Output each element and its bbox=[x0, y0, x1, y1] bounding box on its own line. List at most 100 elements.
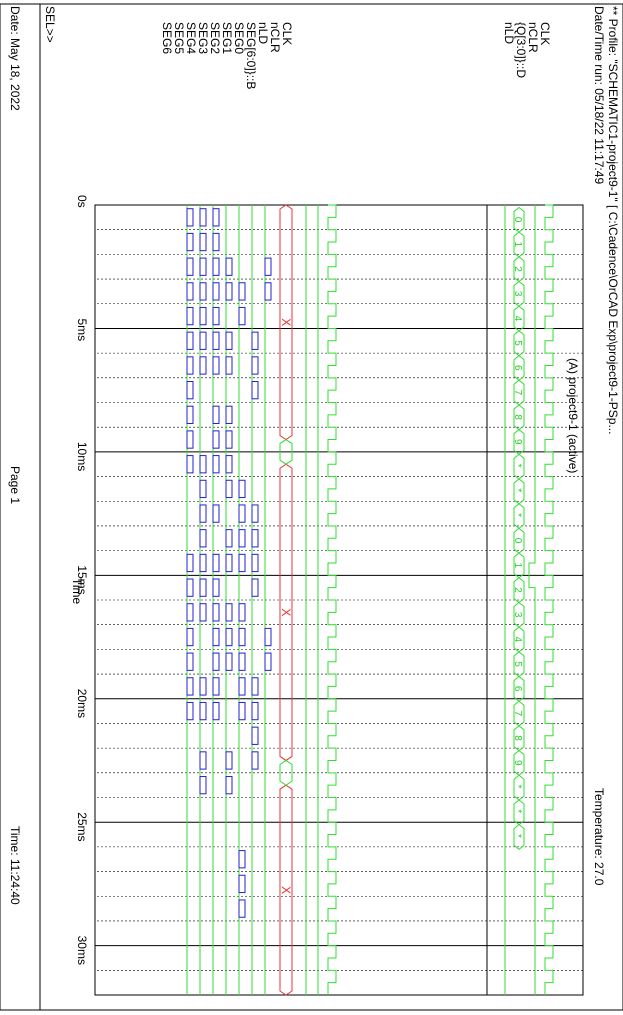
segment-pulse bbox=[238, 627, 246, 647]
segment-pulse bbox=[264, 282, 272, 301]
segment-pulse bbox=[186, 603, 194, 622]
counter-bus-label: 8 bbox=[512, 735, 523, 741]
segment-pulse bbox=[251, 677, 259, 696]
segment-pulse bbox=[199, 356, 207, 375]
segment-pulse bbox=[251, 529, 259, 548]
segment-pulse bbox=[186, 652, 194, 671]
counter-bus-label: 5 bbox=[512, 340, 523, 346]
counter-bus-label: * bbox=[512, 809, 523, 813]
x-tick-label: 10ms bbox=[75, 442, 89, 471]
segment-pulse bbox=[225, 479, 233, 499]
segment-pulse bbox=[212, 282, 220, 301]
segment-pulse bbox=[199, 529, 207, 548]
segment-pulse bbox=[186, 208, 194, 227]
counter-bus-label: 7 bbox=[512, 390, 523, 396]
segment-pulse bbox=[212, 603, 220, 622]
segment-pulse bbox=[186, 257, 194, 276]
bottom-signal-label: nCLR bbox=[268, 22, 282, 53]
bottom-signal-label: CLK bbox=[280, 22, 294, 45]
segment-pulse bbox=[251, 331, 259, 350]
segment-pulse bbox=[238, 553, 246, 573]
counter-bus-label: 5 bbox=[512, 661, 523, 667]
segment-pulse bbox=[199, 603, 207, 622]
bottom-signal-label: SEG[6:0]}::B bbox=[244, 22, 258, 89]
segment-pulse bbox=[238, 652, 246, 671]
time-grid bbox=[95, 204, 583, 971]
seg-bus-segment bbox=[279, 784, 293, 996]
segment-pulse bbox=[225, 776, 233, 795]
segment-pulse bbox=[212, 405, 220, 424]
segment-pulse bbox=[225, 553, 233, 573]
counter-bus-label: 0 bbox=[512, 217, 523, 223]
counter-bus-label: * bbox=[512, 464, 523, 468]
segment-pulse bbox=[238, 504, 246, 523]
segment-pulse bbox=[225, 652, 233, 671]
counter-bus-label: 3 bbox=[512, 291, 523, 297]
segment-pulse bbox=[212, 356, 220, 375]
time-footer: Time: 11:24:40 bbox=[8, 826, 22, 905]
bottom-signal-label: SEG0 bbox=[232, 22, 246, 54]
segment-pulse bbox=[199, 331, 207, 350]
sel-label: SEL>> bbox=[43, 6, 57, 43]
time-axis: 0s 5ms 10ms 15ms 20ms 25ms 30ms bbox=[75, 195, 89, 965]
date-time-run: Date/Time run: 05/18/22 11:17:49 bbox=[592, 6, 606, 184]
temperature-text: Temperature: 27.0 bbox=[592, 788, 606, 886]
segment-pulse bbox=[199, 306, 207, 326]
segment-pulse bbox=[212, 627, 220, 647]
x-tick-label: 20ms bbox=[75, 689, 89, 718]
bottom-signal-label: SEG1 bbox=[220, 22, 234, 54]
segment-pulse bbox=[199, 479, 207, 499]
segment-pulse bbox=[186, 627, 194, 647]
segment-pulse bbox=[251, 504, 259, 523]
counter-bus-label: * bbox=[512, 834, 523, 838]
segment-pulse bbox=[238, 603, 246, 622]
segment-pulse bbox=[225, 751, 233, 770]
segment-pulse bbox=[225, 627, 233, 647]
bottom-signal-label: SEG4 bbox=[184, 22, 198, 54]
segment-pulse bbox=[186, 306, 194, 326]
counter-bus-label: * bbox=[512, 488, 523, 492]
segment-pulse bbox=[199, 232, 207, 252]
seg-bus-gap bbox=[279, 438, 293, 465]
segment-pulse bbox=[238, 282, 246, 301]
x-tick-label: 30ms bbox=[75, 936, 89, 965]
counter-bus-label: 0 bbox=[512, 538, 523, 544]
counter-bus-label: 4 bbox=[512, 316, 523, 322]
segment-pulse bbox=[251, 751, 259, 770]
segment-pulse bbox=[186, 701, 194, 721]
segment-pulse bbox=[225, 331, 233, 350]
top-signal-label: {Q[3:0]}::D bbox=[514, 22, 528, 78]
segment-pulse bbox=[238, 479, 246, 499]
segment-pulse bbox=[212, 504, 220, 523]
x-tick-label: 0s bbox=[75, 195, 89, 208]
seg-bus-label: X bbox=[279, 318, 293, 326]
segment-pulse bbox=[199, 776, 207, 795]
top-signal-label: nLD bbox=[502, 22, 516, 44]
segment-pulse bbox=[225, 405, 233, 424]
waveforms: 0 1 2 3 4 5 6 7 8 9 * * * 0 1 2 3 4 5 6 7 8 9 * * * X X X bbox=[186, 204, 554, 996]
segment-pulse bbox=[225, 603, 233, 622]
profile-text: ** Profile: "SCHEMATIC1-project9-1" [ C:… bbox=[606, 6, 620, 434]
counter-bus-label: 9 bbox=[512, 760, 523, 766]
seg-bus-gap bbox=[279, 759, 293, 786]
counter-bus-label: 8 bbox=[512, 414, 523, 420]
segment-pulse bbox=[212, 331, 220, 350]
segment-pulse bbox=[199, 504, 207, 523]
bottom-signal-label: SEG5 bbox=[172, 22, 186, 54]
segment-pulse bbox=[251, 578, 259, 597]
segment-pulse bbox=[199, 282, 207, 301]
segment-pulse bbox=[251, 726, 259, 745]
segment-pulse bbox=[251, 381, 259, 400]
counter-bus-label: 9 bbox=[512, 439, 523, 445]
segment-pulse bbox=[238, 874, 246, 894]
segment-pulse bbox=[199, 751, 207, 770]
counter-bus-label: 4 bbox=[512, 637, 523, 643]
counter-bus-label: 6 bbox=[512, 365, 523, 371]
page-label: Page 1 bbox=[8, 466, 22, 504]
segment-pulse bbox=[199, 455, 207, 474]
plot-frame bbox=[0, 3, 623, 1011]
segment-pulse bbox=[186, 232, 194, 252]
top-signal-label: CLK bbox=[538, 22, 552, 45]
